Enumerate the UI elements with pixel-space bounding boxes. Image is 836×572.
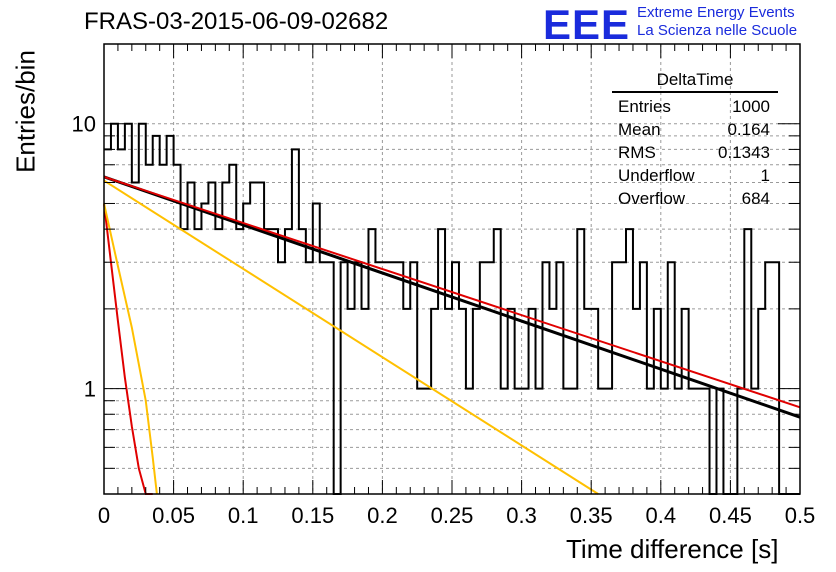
y-axis-label: Entries/bin: [10, 50, 41, 173]
logo-line-1: Extreme Energy Events: [637, 4, 795, 21]
stats-row: Underflow 1: [612, 164, 778, 187]
stats-box: DeltaTime Entries 1000 Mean 0.164 RMS 0.134…: [612, 70, 778, 210]
y-tick-label: 10: [72, 112, 96, 137]
logo-line-2: La Scienza nelle Scuole: [637, 22, 798, 39]
x-tick-label: 0.05: [152, 503, 195, 528]
stats-label: Underflow: [618, 166, 695, 185]
fit-curves: [103, 175, 801, 495]
stats-label: Overflow: [618, 189, 686, 208]
stats-row: Overflow 684: [612, 187, 778, 210]
y-tick-label: 1: [84, 377, 96, 402]
x-tick-label: 0.2: [367, 503, 398, 528]
x-tick-label: 0.5: [785, 503, 816, 528]
stats-label: Mean: [618, 120, 661, 139]
stats-label: RMS: [618, 143, 656, 162]
stats-row: Entries 1000: [612, 95, 778, 118]
stats-value: 1000: [732, 97, 770, 116]
stats-row: RMS 0.1343: [612, 141, 778, 164]
x-tick-label: 0.35: [570, 503, 613, 528]
x-tick-label: 0.45: [709, 503, 752, 528]
x-axis-label: Time difference [s]: [566, 534, 779, 564]
x-tick-label: 0: [98, 503, 110, 528]
stats-value: 0.1343: [718, 143, 770, 162]
stats-value: 1: [760, 166, 770, 185]
fit-curve: [103, 175, 801, 419]
stats-row: Mean 0.164: [612, 118, 778, 141]
histogram-steps: [104, 122, 800, 495]
logo-caption: Extreme Energy Events La Scienza nelle S…: [637, 4, 797, 40]
stats-value: 0.164: [727, 120, 770, 139]
x-tick-label: 0.3: [506, 503, 537, 528]
fit-curve: [103, 179, 599, 495]
fit-curve: [103, 203, 153, 495]
x-tick-label: 0.15: [291, 503, 334, 528]
stats-label: Entries: [618, 97, 671, 116]
histogram-line: [104, 122, 800, 495]
axis-ticks: 0 0.05 0.1 0.15 0.2 0.25 0.3 0.35 0.4 0.45 0.5 1 10: [72, 43, 816, 528]
x-tick-label: 0.4: [646, 503, 677, 528]
fit-curve: [103, 203, 158, 495]
eee-logo: EEE: [543, 1, 631, 48]
x-tick-label: 0.1: [228, 503, 259, 528]
x-tick-label: 0.25: [431, 503, 474, 528]
fit-curve: [103, 175, 801, 409]
stats-value: 684: [741, 189, 770, 208]
stats-title: DeltaTime: [612, 70, 778, 93]
chart-title: FRAS-03-2015-06-09-02682: [84, 8, 389, 35]
